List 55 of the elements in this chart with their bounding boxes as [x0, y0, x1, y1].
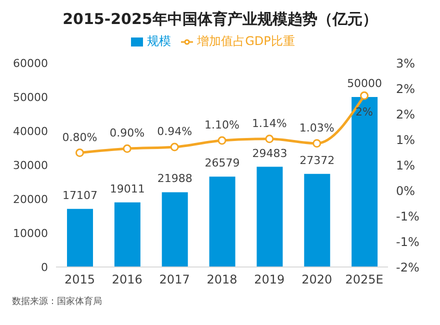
- chart-title: 2015-2025年中国体育产业规模趋势（亿元）: [62, 9, 378, 29]
- y2-tick-label: -1%: [396, 234, 420, 249]
- y-tick-label: 40000: [13, 124, 48, 138]
- data-label: 0.94%: [157, 125, 192, 138]
- x-tick-label: 2020: [302, 272, 332, 287]
- source-note: 数据来源：国家体育局: [11, 295, 103, 308]
- point: [218, 136, 226, 145]
- point: [75, 148, 84, 158]
- bar: [114, 202, 140, 267]
- point: [360, 91, 369, 100]
- data-label: 0.90%: [110, 126, 145, 140]
- point: [265, 134, 274, 144]
- data-label: 1.14%: [252, 116, 287, 130]
- data-label: 2%: [356, 106, 374, 119]
- data-label: 19011: [110, 182, 145, 196]
- legend-label: 规模: [147, 34, 172, 48]
- y2-tick-label: 2%: [396, 82, 416, 96]
- point: [170, 142, 179, 152]
- y2-tick-label: 1%: [396, 132, 416, 147]
- bar: [209, 176, 236, 267]
- x-tick-label: 2015: [64, 272, 95, 287]
- legend-label: 增加值占GDP比重: [197, 34, 295, 48]
- bar: [67, 208, 93, 267]
- x-tick-label: 2018: [206, 272, 238, 287]
- y-tick-label: 30000: [13, 158, 48, 172]
- x-tick-label: 2019: [254, 272, 285, 287]
- y-tick-label: 50000: [13, 90, 48, 104]
- y-tick-label: 20000: [13, 192, 48, 206]
- x-tick-label: 2016: [112, 272, 142, 287]
- bar: [256, 166, 283, 267]
- data-label: 29483: [252, 146, 288, 160]
- data-label: 50000: [347, 77, 382, 90]
- point: [312, 139, 322, 148]
- y-tick-label: 10000: [13, 226, 48, 240]
- y2-tick-label: 0%: [396, 184, 416, 198]
- bar: [352, 97, 378, 267]
- data-label: 1.10%: [204, 118, 240, 132]
- bar: [162, 192, 188, 267]
- y-tick-label: 60000: [13, 56, 48, 70]
- y2-tick-label: 3%: [396, 56, 416, 70]
- data-label: 27372: [300, 154, 335, 167]
- y2-tick-label: -2%: [396, 260, 420, 274]
- data-label: 17107: [62, 188, 98, 202]
- data-label: 26579: [204, 156, 240, 170]
- data-label: 21988: [157, 172, 192, 186]
- y-tick-label: 0: [41, 260, 48, 274]
- bar: [304, 174, 330, 267]
- point: [122, 144, 132, 153]
- y2-tick-label: -1%: [396, 209, 420, 224]
- y2-tick-label: 2%: [396, 107, 416, 122]
- y2-tick-label: 1%: [396, 158, 416, 172]
- x-tick-label: 2025E: [345, 272, 384, 287]
- x-tick-label: 2017: [159, 272, 190, 287]
- data-label: 1.03%: [299, 121, 334, 134]
- data-label: 0.80%: [62, 130, 98, 144]
